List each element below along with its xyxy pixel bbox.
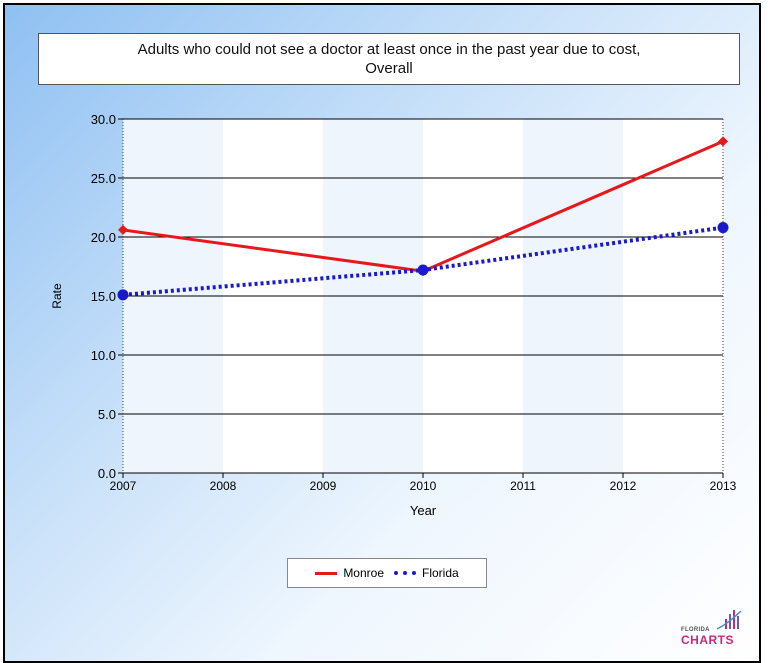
x-tick-label: 2011 <box>510 479 536 493</box>
chart-title-line-2: Overall <box>365 60 413 77</box>
line-chart: 0.0 5.0 10.0 15.0 20.0 25.0 30.0 2007 2008 2009 20… <box>50 112 737 518</box>
legend-label-monroe: Monroe <box>343 566 384 580</box>
y-tick-label: 0.0 <box>98 466 116 481</box>
chart-title: Adults who could not see a doctor at lea… <box>38 33 740 85</box>
y-tick-label: 25.0 <box>91 171 116 186</box>
x-tick-label: 2009 <box>310 479 337 493</box>
x-tick-label: 2012 <box>610 479 637 493</box>
legend-swatch-monroe <box>315 571 338 575</box>
legend-item-florida: Florida <box>394 566 459 580</box>
logo-bars-icon <box>716 610 742 630</box>
florida-charts-logo: FLORIDA CHARTS <box>677 605 747 653</box>
x-axis-title: Year <box>410 503 437 518</box>
logo-small-text: FLORIDA <box>681 627 710 633</box>
y-axis-title: Rate <box>50 283 64 309</box>
y-tick-label: 20.0 <box>91 230 116 245</box>
data-point-florida <box>417 264 429 276</box>
x-tick-label: 2013 <box>710 479 737 493</box>
legend-label-florida: Florida <box>422 566 459 580</box>
chart-title-line-1: Adults who could not see a doctor at lea… <box>137 41 641 58</box>
logo-big-text: CHARTS <box>681 633 734 647</box>
chart-frame: Adults who could not see a doctor at lea… <box>3 3 761 663</box>
data-point-monroe <box>718 136 728 147</box>
y-tick-label: 10.0 <box>91 348 116 363</box>
data-point-monroe <box>118 224 128 235</box>
x-tick-label: 2010 <box>410 479 437 493</box>
y-tick-label: 30.0 <box>91 112 116 127</box>
y-tick-label: 15.0 <box>91 289 116 304</box>
x-tick-label: 2007 <box>110 479 137 493</box>
legend-item-monroe: Monroe <box>315 566 384 580</box>
x-tick-label: 2008 <box>210 479 237 493</box>
data-point-florida <box>717 222 729 234</box>
data-point-florida <box>117 289 129 301</box>
y-tick-label: 5.0 <box>98 407 116 422</box>
legend: Monroe Florida <box>287 558 487 588</box>
legend-swatch-florida <box>394 571 416 575</box>
